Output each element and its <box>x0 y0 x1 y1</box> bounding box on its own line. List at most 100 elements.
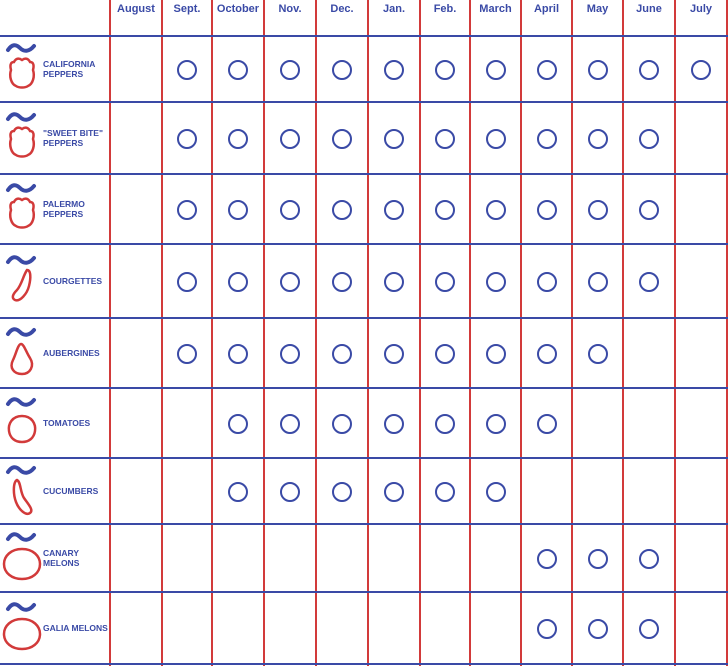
availability-marker <box>485 344 506 364</box>
grid-column-line <box>674 0 676 666</box>
availability-marker <box>485 60 506 80</box>
availability-marker <box>228 414 248 434</box>
availability-marker <box>435 344 455 364</box>
product-label: Tomatoes <box>43 418 91 428</box>
availability-marker <box>177 129 197 149</box>
month-header: May <box>586 3 609 15</box>
grid-row-line <box>0 317 728 319</box>
courgette-icon <box>2 250 42 315</box>
month-header: Dec. <box>330 3 354 15</box>
month-header: Jan. <box>382 3 405 15</box>
availability-marker <box>332 482 352 502</box>
availability-marker <box>435 129 455 149</box>
availability-marker <box>485 200 506 220</box>
availability-marker <box>280 129 300 149</box>
grid-row-line <box>0 173 728 175</box>
grid-row-line <box>0 663 728 665</box>
availability-marker <box>332 60 352 80</box>
availability-marker <box>536 344 557 364</box>
availability-marker <box>177 200 197 220</box>
availability-marker <box>228 200 248 220</box>
grid-column-line <box>622 0 624 666</box>
availability-marker <box>435 60 455 80</box>
tomato-icon <box>2 392 42 457</box>
availability-marker <box>384 60 404 80</box>
grid-column-line <box>263 0 265 666</box>
availability-marker <box>587 200 608 220</box>
product-label: "Sweet Bite" Peppers <box>43 128 104 148</box>
availability-marker <box>228 60 248 80</box>
availability-marker <box>332 200 352 220</box>
month-header: Nov. <box>278 3 302 15</box>
product-label: California Peppers <box>43 59 96 79</box>
product-label: Cucumbers <box>43 486 99 496</box>
availability-marker <box>639 60 659 80</box>
availability-marker <box>280 414 300 434</box>
availability-marker <box>280 272 300 292</box>
grid-column-line <box>469 0 471 666</box>
availability-marker <box>332 414 352 434</box>
availability-marker <box>384 344 404 364</box>
grid-column-line <box>211 0 213 666</box>
availability-marker <box>587 344 608 364</box>
availability-marker <box>485 414 506 434</box>
availability-marker <box>639 129 659 149</box>
pepper-icon <box>2 107 42 172</box>
availability-marker <box>435 414 455 434</box>
grid-row-line <box>0 35 728 37</box>
availability-marker <box>332 129 352 149</box>
grid-row-line <box>0 387 728 389</box>
grid-row-line <box>0 591 728 593</box>
availability-marker <box>485 272 506 292</box>
availability-marker <box>228 344 248 364</box>
availability-marker <box>228 129 248 149</box>
grid-column-line <box>367 0 369 666</box>
availability-marker <box>639 200 659 220</box>
availability-marker <box>228 482 248 502</box>
availability-marker <box>384 414 404 434</box>
availability-marker <box>536 60 557 80</box>
availability-marker <box>280 344 300 364</box>
month-header: Feb. <box>433 3 457 15</box>
product-label: Courgettes <box>43 276 103 286</box>
product-label: Aubergines <box>43 348 100 358</box>
availability-marker <box>536 619 557 639</box>
availability-marker <box>177 272 197 292</box>
availability-marker <box>384 482 404 502</box>
availability-marker <box>639 272 659 292</box>
month-header: June <box>636 3 662 15</box>
availability-marker <box>435 272 455 292</box>
availability-marker <box>177 344 197 364</box>
availability-marker <box>536 129 557 149</box>
availability-marker <box>536 272 557 292</box>
product-label: Palermo Peppers <box>43 199 85 219</box>
month-header: July <box>689 3 712 15</box>
grid-column-line <box>520 0 522 666</box>
availability-marker <box>280 200 300 220</box>
month-header: October <box>216 3 260 15</box>
availability-marker <box>384 129 404 149</box>
availability-marker <box>332 272 352 292</box>
availability-marker <box>435 482 455 502</box>
availability-marker <box>332 344 352 364</box>
availability-marker <box>639 549 659 569</box>
cucumber-icon <box>2 460 42 525</box>
month-header: April <box>533 3 560 15</box>
availability-marker <box>691 60 711 80</box>
availability-marker <box>280 60 300 80</box>
availability-marker <box>587 129 608 149</box>
availability-marker <box>587 272 608 292</box>
grid-column-line <box>161 0 163 666</box>
melon-icon <box>2 597 42 662</box>
availability-marker <box>536 549 557 569</box>
grid-row-line <box>0 243 728 245</box>
availability-marker <box>177 60 197 80</box>
availability-marker <box>228 272 248 292</box>
availability-marker <box>587 619 608 639</box>
grid-column-line <box>109 0 111 666</box>
product-label: Canary Melons <box>43 548 80 568</box>
grid-column-line <box>571 0 573 666</box>
grid-column-line <box>419 0 421 666</box>
availability-marker <box>587 60 608 80</box>
